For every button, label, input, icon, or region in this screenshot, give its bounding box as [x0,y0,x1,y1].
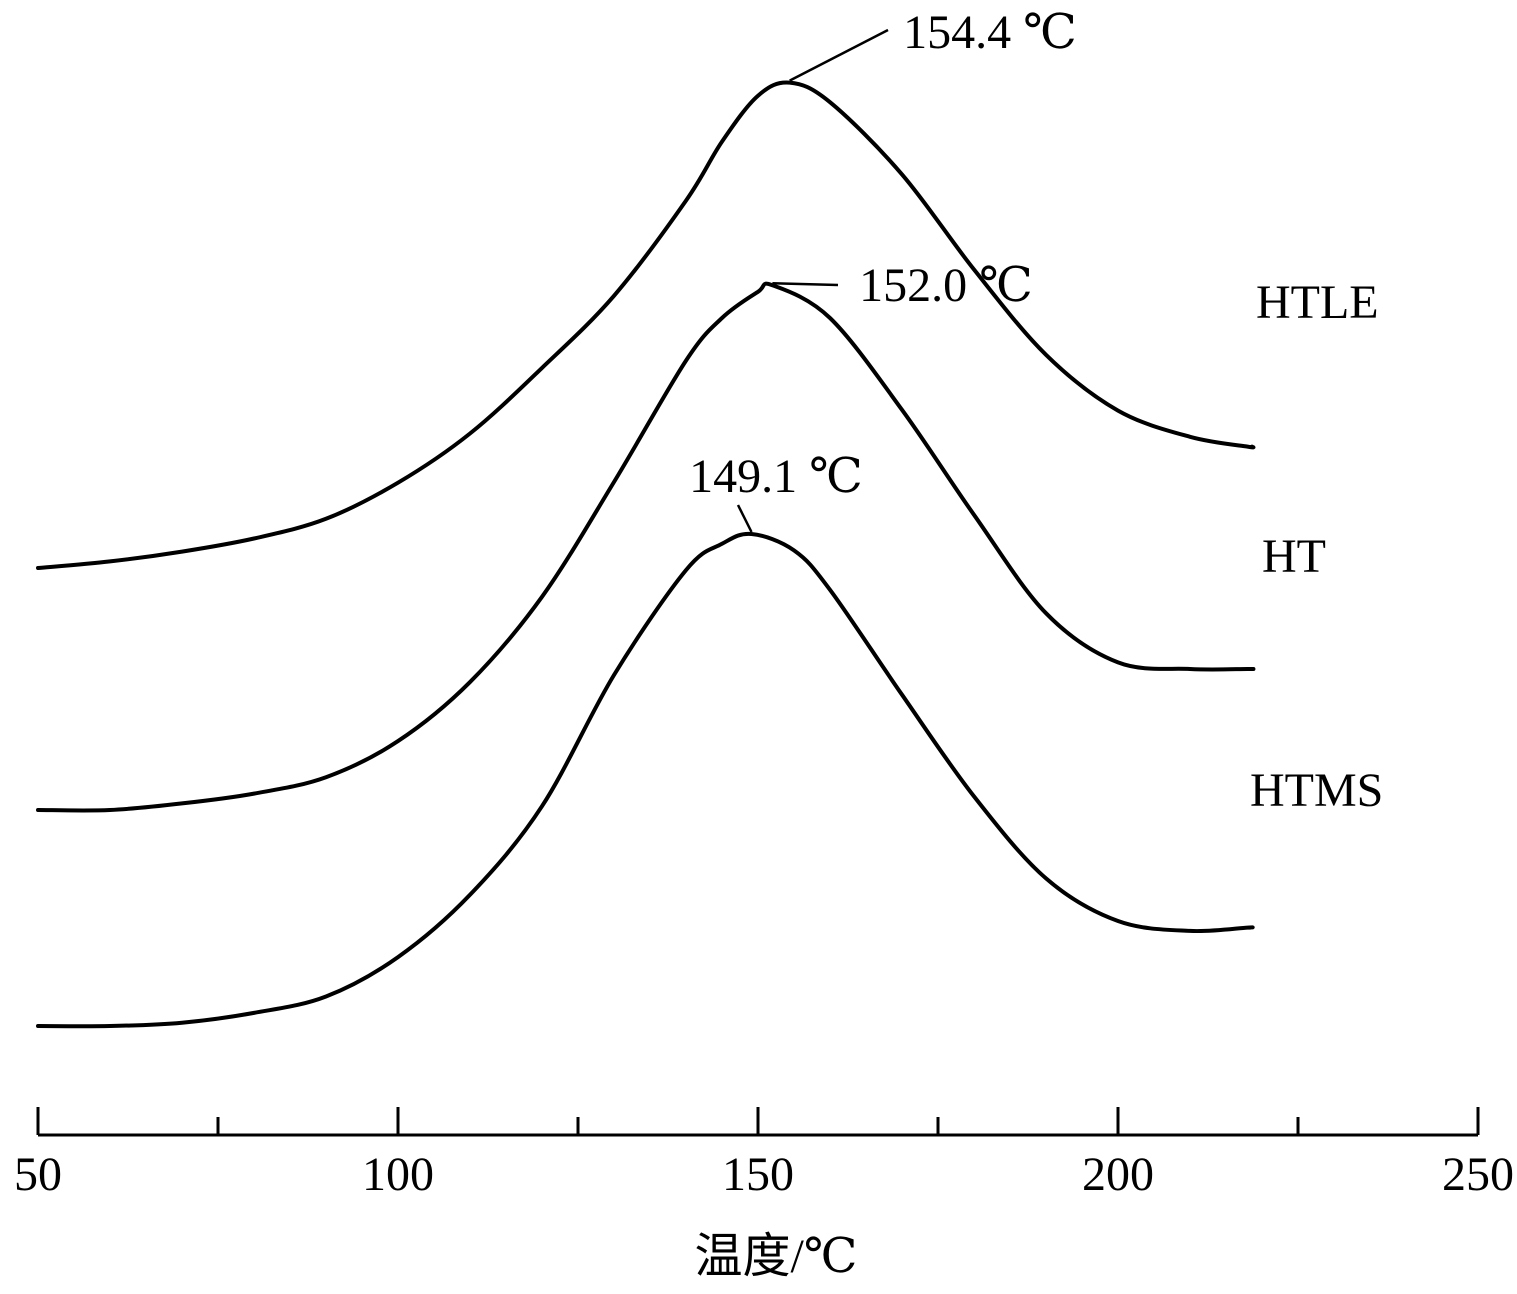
x-tick-label: 50 [14,1148,62,1201]
peak-leader-line [789,28,889,82]
x-tick-label: 100 [362,1148,434,1201]
series-label: HT [1262,530,1326,583]
x-tick-label: 200 [1082,1148,1154,1201]
x-tick-label: 250 [1442,1148,1514,1201]
series-line-htms [36,531,1255,1029]
series-label: HTLE [1256,276,1379,329]
x-tick-label: 150 [722,1148,794,1201]
annotations-layer: 154.4 ℃ HTLE 152.0 ℃ HT 149.1 ℃ HTMS [689,6,1383,817]
curves-layer [36,80,1256,1029]
peak-label: 152.0 ℃ [859,259,1033,312]
peak-leader-line [772,281,839,287]
x-axis: 50 100 150 200 250 [14,1107,1514,1201]
peak-leader-line [736,504,753,533]
x-axis-label: 温度/℃ [694,1230,857,1283]
series-label: HTMS [1250,764,1383,817]
peak-label: 149.1 ℃ [689,450,863,503]
series-line-ht [36,281,1256,813]
series-line-htle [36,80,1256,570]
peak-label: 154.4 ℃ [903,6,1077,59]
